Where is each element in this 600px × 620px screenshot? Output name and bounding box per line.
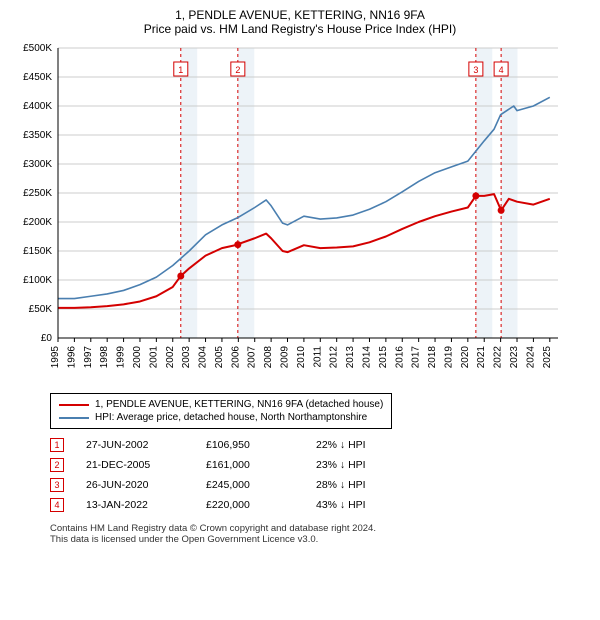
svg-text:4: 4 — [499, 65, 504, 75]
sale-marker-box: 3 — [50, 478, 64, 492]
svg-text:2025: 2025 — [542, 346, 553, 369]
footer-line-2: This data is licensed under the Open Gov… — [50, 534, 590, 545]
sales-table: 1 27-JUN-2002£106,95022% ↓ HPI 2 21-DEC-200… — [50, 435, 376, 515]
sale-delta: 22% ↓ HPI — [316, 435, 376, 455]
svg-text:£0: £0 — [41, 333, 53, 344]
chart-svg: £0 £50K £100K £150K £200K £250K £300K £350K £400… — [10, 42, 570, 382]
svg-text:2013: 2013 — [345, 346, 356, 369]
sale-date: 26-JUN-2020 — [86, 475, 206, 495]
svg-text:2019: 2019 — [443, 346, 454, 369]
svg-text:2011: 2011 — [312, 346, 323, 368]
svg-text:2020: 2020 — [460, 346, 471, 369]
svg-text:2007: 2007 — [247, 346, 258, 369]
svg-text:£50K: £50K — [29, 304, 53, 315]
footer-line-1: Contains HM Land Registry data © Crown c… — [50, 523, 590, 534]
sale-price: £245,000 — [206, 475, 316, 495]
svg-text:£500K: £500K — [23, 43, 52, 54]
svg-text:2000: 2000 — [132, 346, 143, 369]
svg-text:2023: 2023 — [509, 346, 520, 369]
svg-text:2006: 2006 — [230, 346, 241, 369]
table-row: 3 26-JUN-2020£245,00028% ↓ HPI — [50, 475, 376, 495]
legend-label: 1, PENDLE AVENUE, KETTERING, NN16 9FA (d… — [95, 399, 383, 410]
svg-text:1998: 1998 — [99, 346, 110, 369]
svg-text:1: 1 — [178, 65, 183, 75]
sale-delta: 43% ↓ HPI — [316, 495, 376, 515]
svg-text:2008: 2008 — [263, 346, 274, 369]
svg-text:2017: 2017 — [411, 346, 422, 369]
price-chart: £0 £50K £100K £150K £200K £250K £300K £350K £400… — [10, 42, 590, 385]
table-row: 1 27-JUN-2002£106,95022% ↓ HPI — [50, 435, 376, 455]
svg-text:2022: 2022 — [493, 346, 504, 369]
svg-text:2010: 2010 — [296, 346, 307, 369]
svg-text:2002: 2002 — [165, 346, 176, 369]
footer: Contains HM Land Registry data © Crown c… — [50, 523, 590, 545]
table-row: 2 21-DEC-2005£161,00023% ↓ HPI — [50, 455, 376, 475]
svg-text:3: 3 — [473, 65, 478, 75]
svg-text:2016: 2016 — [394, 346, 405, 369]
svg-text:2015: 2015 — [378, 346, 389, 369]
svg-text:2003: 2003 — [181, 346, 192, 369]
svg-text:2009: 2009 — [280, 346, 291, 369]
legend-item: 1, PENDLE AVENUE, KETTERING, NN16 9FA (d… — [59, 398, 383, 411]
svg-text:£100K: £100K — [23, 275, 52, 286]
svg-text:£250K: £250K — [23, 188, 52, 199]
svg-text:1995: 1995 — [50, 346, 61, 369]
sale-marker-box: 4 — [50, 498, 64, 512]
sale-marker-box: 1 — [50, 438, 64, 452]
svg-text:2001: 2001 — [148, 346, 159, 369]
legend-label: HPI: Average price, detached house, Nort… — [95, 412, 367, 423]
legend-swatch — [59, 417, 89, 419]
svg-text:2018: 2018 — [427, 346, 438, 369]
svg-text:2: 2 — [235, 65, 240, 75]
svg-text:£450K: £450K — [23, 72, 52, 83]
title-line-1: 1, PENDLE AVENUE, KETTERING, NN16 9FA — [10, 8, 590, 22]
sale-date: 13-JAN-2022 — [86, 495, 206, 515]
svg-text:£350K: £350K — [23, 130, 52, 141]
sale-date: 27-JUN-2002 — [86, 435, 206, 455]
sale-price: £161,000 — [206, 455, 316, 475]
svg-text:£300K: £300K — [23, 159, 52, 170]
sale-price: £220,000 — [206, 495, 316, 515]
sale-price: £106,950 — [206, 435, 316, 455]
svg-text:2021: 2021 — [476, 346, 487, 369]
table-row: 4 13-JAN-2022£220,00043% ↓ HPI — [50, 495, 376, 515]
title-line-2: Price paid vs. HM Land Registry's House … — [10, 22, 590, 36]
svg-text:2012: 2012 — [329, 346, 340, 369]
sale-date: 21-DEC-2005 — [86, 455, 206, 475]
sale-delta: 23% ↓ HPI — [316, 455, 376, 475]
svg-text:1997: 1997 — [83, 346, 94, 369]
legend: 1, PENDLE AVENUE, KETTERING, NN16 9FA (d… — [50, 393, 392, 429]
svg-text:2014: 2014 — [361, 346, 372, 369]
legend-swatch — [59, 404, 89, 406]
svg-text:2024: 2024 — [525, 346, 536, 369]
svg-text:1996: 1996 — [66, 346, 77, 369]
chart-title-block: 1, PENDLE AVENUE, KETTERING, NN16 9FA Pr… — [10, 8, 590, 36]
svg-text:2005: 2005 — [214, 346, 225, 369]
sale-marker-box: 2 — [50, 458, 64, 472]
sale-delta: 28% ↓ HPI — [316, 475, 376, 495]
svg-text:£150K: £150K — [23, 246, 52, 257]
svg-text:£200K: £200K — [23, 217, 52, 228]
svg-text:£400K: £400K — [23, 101, 52, 112]
svg-text:2004: 2004 — [198, 346, 209, 369]
legend-item: HPI: Average price, detached house, Nort… — [59, 411, 383, 424]
svg-text:1999: 1999 — [116, 346, 127, 369]
